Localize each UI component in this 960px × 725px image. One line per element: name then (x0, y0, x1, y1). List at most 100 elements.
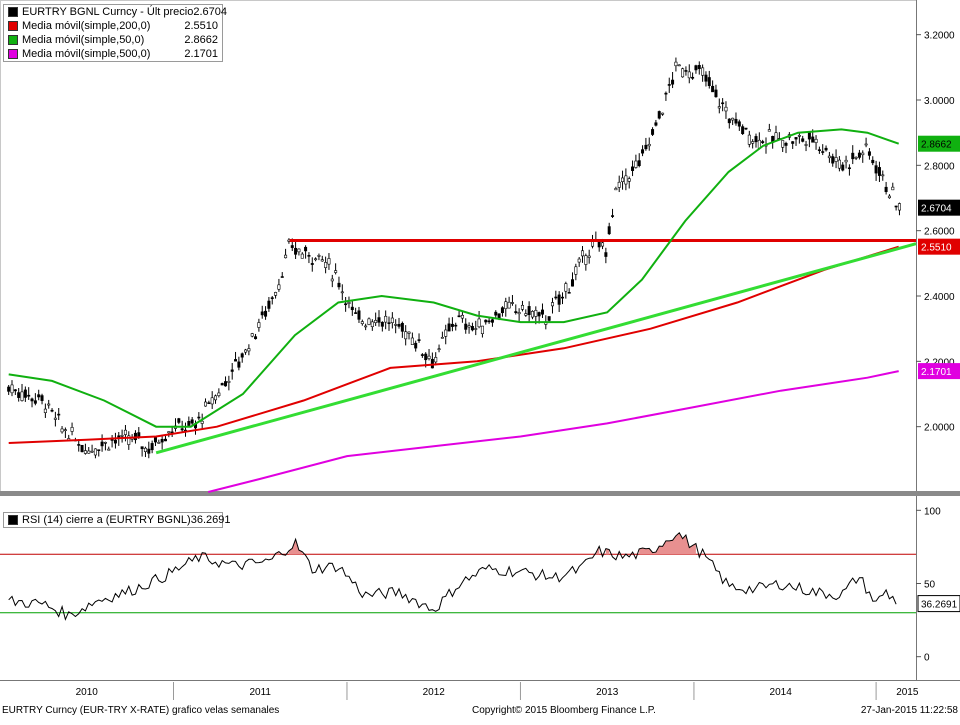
candle-body (671, 79, 675, 85)
footer-copyright: Copyright© 2015 Bloomberg Finance L.P. (472, 705, 656, 716)
candle-body (197, 416, 201, 419)
candle-body (90, 450, 94, 453)
ma500-value-tag-text: 2.1701 (921, 367, 952, 378)
price-y-tick-label-0: 2.0000 (924, 423, 955, 434)
candle-body (200, 420, 204, 424)
candle-body (324, 262, 328, 268)
candle-body (407, 331, 411, 334)
legend-label-price: EURTRY BGNL Curncy - Últ precio (22, 6, 194, 18)
candle-body (894, 205, 898, 208)
candle-body (480, 325, 484, 334)
candle-body (387, 322, 391, 324)
candle-body (310, 263, 314, 265)
candle-body (290, 245, 294, 248)
candle-body (240, 353, 244, 358)
x-tick-label-2011: 2011 (249, 687, 271, 698)
candle-body (497, 313, 501, 319)
candle-body (707, 77, 711, 86)
legend-label-ma50: Media móvil(simple,50,0) (22, 34, 145, 46)
legend-value-ma200: 2.5510 (184, 20, 218, 32)
candle-body (534, 310, 538, 317)
price-y-tick-label-4: 2.8000 (924, 161, 955, 172)
x-tick-label-2014: 2014 (770, 687, 793, 698)
candle-body (641, 149, 645, 154)
candle-body (374, 320, 378, 323)
candle-body (264, 310, 268, 317)
candle-body (474, 328, 478, 330)
candle-body (157, 442, 161, 444)
candle-body (93, 448, 97, 456)
candle-body (417, 339, 421, 341)
candle-body (294, 247, 298, 255)
legend-swatch-price (8, 7, 18, 17)
candle-body (47, 403, 51, 406)
candle-body (247, 348, 251, 352)
candle-body (547, 316, 551, 321)
candle-body (267, 300, 271, 309)
legend-value-price: 2.6704 (193, 6, 228, 18)
candle-body (330, 278, 334, 282)
candle-body (320, 259, 324, 262)
legend-label-ma500: Media móvil(simple,500,0) (22, 48, 151, 60)
candle-body (691, 76, 695, 79)
legend-value-ma500: 2.1701 (184, 48, 218, 60)
candle-body (284, 254, 288, 259)
candle-body (304, 246, 308, 252)
candle-body (347, 302, 351, 304)
ma-line-2 (207, 370, 899, 493)
candle-body (123, 429, 127, 435)
candle-body (884, 186, 888, 193)
candle-body (127, 435, 131, 445)
price-panel-frame (0, 0, 917, 493)
candle-body (277, 284, 281, 290)
candle-body (811, 136, 815, 143)
support-trendline (155, 242, 917, 455)
candle-body (814, 138, 818, 143)
candle-body (274, 292, 278, 296)
ma50-value-tag-text: 2.8662 (921, 140, 952, 151)
candle-body (314, 258, 318, 261)
candle-body (754, 136, 758, 143)
legend-value-ma50: 2.8662 (184, 34, 218, 46)
candle-body (794, 137, 798, 140)
rsi-overbought-fill (605, 548, 610, 555)
candle-body (470, 326, 474, 331)
candle-body (217, 392, 221, 396)
candle-body (344, 303, 348, 306)
candle-body (280, 276, 284, 278)
candle-body (657, 111, 661, 119)
candle-body (484, 319, 488, 323)
candle-body (761, 141, 765, 144)
candle-body (831, 156, 835, 164)
candle-body (697, 64, 701, 70)
candle-body (143, 447, 147, 452)
candle-body (367, 318, 371, 325)
candle-body (847, 167, 851, 170)
candle-body (234, 359, 238, 362)
candle-body (40, 395, 44, 401)
candle-body (507, 301, 511, 309)
candle-body (704, 74, 708, 82)
rsi-line (8, 532, 897, 621)
candle-body (244, 349, 248, 353)
candle-body (33, 400, 37, 404)
candle-body (681, 68, 685, 78)
candle-body (834, 157, 838, 162)
candle-body (897, 203, 901, 211)
candle-body (824, 147, 828, 151)
candle-body (457, 315, 461, 318)
candle-body (520, 305, 524, 310)
candle-body (604, 252, 608, 257)
candle-body (624, 175, 628, 185)
candle-body (527, 306, 531, 316)
candle-body (177, 418, 181, 423)
ma200-value-tag-text: 2.5510 (921, 243, 952, 254)
candle-body (714, 89, 718, 98)
candle-body (450, 323, 454, 327)
candle-body (327, 258, 331, 265)
candle-body (13, 389, 17, 392)
candle-body (207, 402, 211, 404)
candle-body (627, 178, 631, 182)
